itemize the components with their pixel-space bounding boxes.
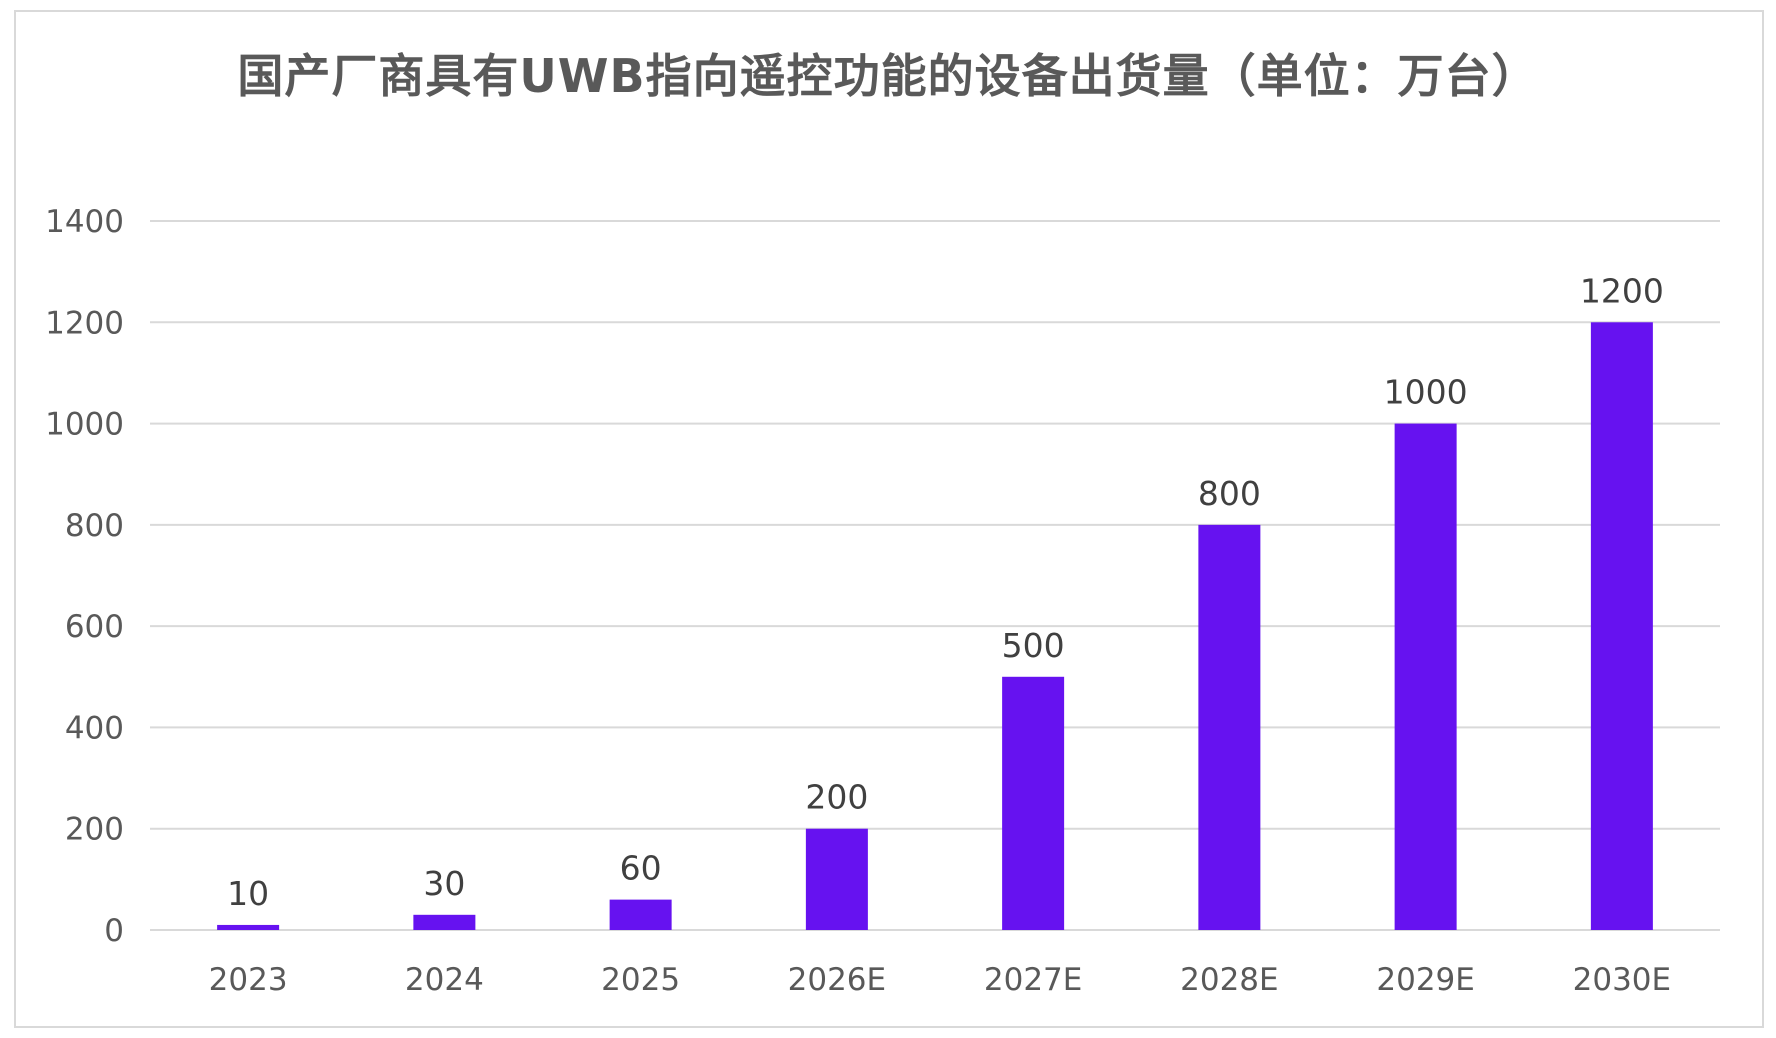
bar-2028E bbox=[1198, 524, 1261, 930]
y-tick-label: 1200 bbox=[45, 305, 124, 341]
bar-2027E bbox=[1002, 676, 1065, 930]
bar-2024 bbox=[413, 914, 476, 930]
bar-2026E bbox=[805, 828, 868, 930]
chart-title: 国产厂商具有UWB指向遥控功能的设备出货量（单位：万台） bbox=[237, 49, 1539, 103]
x-tick-label-2024: 2024 bbox=[405, 962, 484, 998]
data-labels: 10 30 60 200 500 800 1000 1200 bbox=[227, 271, 1664, 913]
y-tick-label: 600 bbox=[65, 609, 124, 645]
y-tick-label: 400 bbox=[65, 710, 124, 746]
y-tick-label: 800 bbox=[65, 508, 124, 544]
chart-frame bbox=[14, 10, 1764, 1028]
bar-2029E bbox=[1394, 423, 1457, 930]
bar-2025 bbox=[609, 899, 672, 930]
data-label-2027E: 500 bbox=[1002, 626, 1065, 665]
x-tick-label-2029E: 2029E bbox=[1376, 962, 1474, 998]
gridlines bbox=[150, 220, 1720, 931]
x-tick-label-2026E: 2026E bbox=[788, 962, 886, 998]
y-tick-label: 1000 bbox=[45, 407, 124, 443]
x-tick-label-2028E: 2028E bbox=[1180, 962, 1278, 998]
y-tick-label: 200 bbox=[65, 812, 124, 848]
bars bbox=[217, 322, 1653, 930]
data-label-2026E: 200 bbox=[805, 778, 868, 817]
x-tick-label-2030E: 2030E bbox=[1573, 962, 1671, 998]
data-label-2023: 10 bbox=[227, 874, 269, 913]
data-label-2030E: 1200 bbox=[1580, 271, 1664, 310]
data-label-2025: 60 bbox=[620, 849, 662, 888]
data-label-2028E: 800 bbox=[1198, 474, 1261, 513]
x-axis-ticks: 2023 2024 2025 2026E 2027E 2028E 2029E 2030E bbox=[209, 962, 1671, 998]
y-tick-label: 0 bbox=[104, 913, 124, 949]
data-label-2029E: 1000 bbox=[1384, 373, 1468, 412]
data-label-2024: 30 bbox=[423, 864, 465, 903]
y-tick-label: 1400 bbox=[45, 204, 124, 240]
x-tick-label-2025: 2025 bbox=[601, 962, 680, 998]
y-axis-ticks: 0 200 400 600 800 1000 1200 1400 bbox=[45, 204, 124, 949]
bar-2023 bbox=[217, 924, 280, 930]
x-tick-label-2023: 2023 bbox=[209, 962, 288, 998]
x-tick-label-2027E: 2027E bbox=[984, 962, 1082, 998]
bar-2030E bbox=[1590, 322, 1653, 930]
